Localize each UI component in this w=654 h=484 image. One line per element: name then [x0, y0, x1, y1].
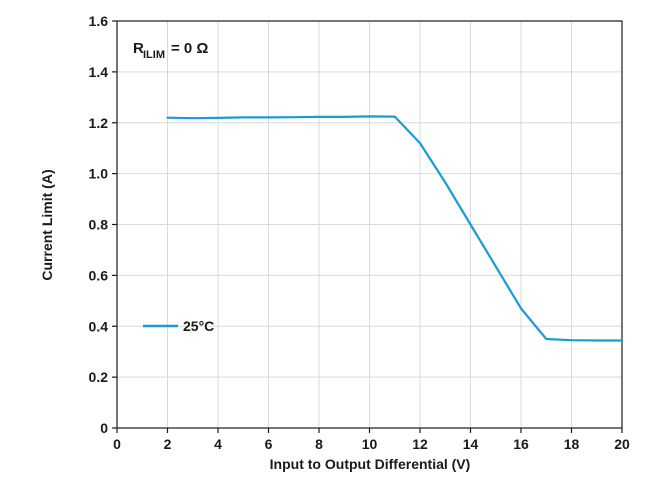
y-tick-label: 1.6 [89, 13, 109, 29]
y-tick-label: 1.2 [89, 115, 109, 131]
y-tick-label: 0 [100, 420, 108, 436]
x-tick-label: 2 [164, 436, 172, 452]
x-tick-label: 0 [113, 436, 121, 452]
legend: 25°C [143, 318, 214, 334]
grid [117, 21, 622, 428]
rilim-annotation: R ILIM = 0 Ω [133, 40, 208, 61]
x-axis-title: Input to Output Differential (V) [270, 456, 471, 472]
x-tick-label: 20 [614, 436, 630, 452]
x-tick-label: 16 [513, 436, 529, 452]
y-axis-title: Current Limit (A) [39, 169, 55, 280]
y-tick-label: 0.4 [89, 318, 109, 334]
y-tick-label: 0.6 [89, 267, 109, 283]
y-tick-label: 0.2 [89, 369, 109, 385]
annotation-value: = 0 Ω [171, 40, 208, 57]
x-tick-label: 8 [315, 436, 323, 452]
axis-ticks: 0 2 4 6 8 10 12 14 16 18 20 0 0.2 0.4 0.6 0.8 1.0 1.2 1.4 1… [89, 13, 630, 452]
annotation-subscript: ILIM [143, 49, 165, 61]
y-tick-label: 1.0 [89, 166, 109, 182]
series-lines [166, 115, 624, 342]
legend-label-25c: 25°C [183, 318, 214, 334]
x-tick-label: 10 [362, 436, 378, 452]
x-tick-label: 12 [412, 436, 428, 452]
y-tick-label: 1.4 [89, 64, 109, 80]
y-tick-label: 0.8 [89, 217, 109, 233]
x-tick-label: 18 [564, 436, 580, 452]
x-tick-label: 14 [463, 436, 479, 452]
series-line-25c [166, 115, 624, 342]
x-tick-label: 4 [214, 436, 222, 452]
annotation-main: R [133, 40, 144, 57]
x-tick-label: 6 [265, 436, 273, 452]
